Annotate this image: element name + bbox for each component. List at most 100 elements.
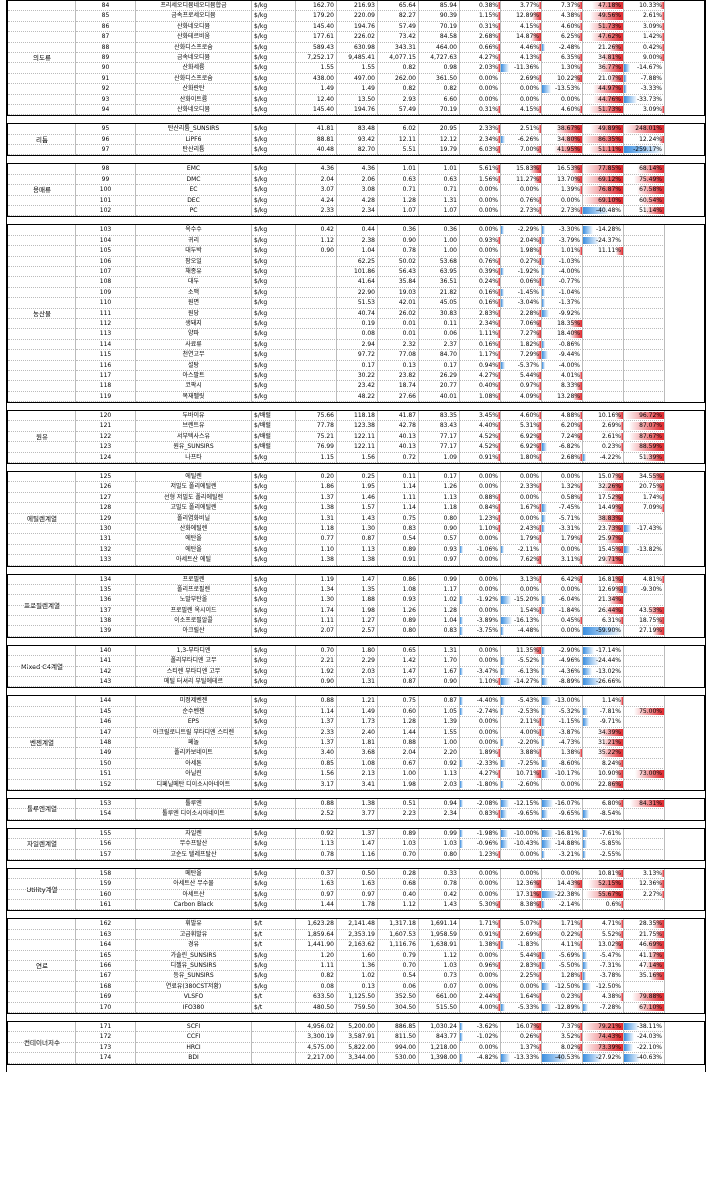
low-price: 42.78 — [378, 421, 419, 432]
change-1d: 1.23% — [460, 513, 501, 524]
change-3m: 47.62% — [583, 32, 624, 43]
low-price: 1.42 — [378, 656, 419, 667]
change-value: 96.72% — [639, 412, 662, 420]
table-row: 145 순수벤젠 $/kg 1.14 1.49 0.60 1.05 -2.74% -2.53% -… — [8, 706, 704, 718]
change-1y — [624, 298, 665, 309]
change-value: 44.97% — [598, 85, 621, 93]
change-value: 74.43% — [598, 1033, 621, 1041]
high-price: 1.13 — [337, 544, 378, 556]
change-value: -1.92% — [476, 596, 498, 604]
group-cell — [8, 73, 76, 85]
base-price: 20.95 — [419, 124, 460, 135]
change-3m: 10.81% — [583, 868, 624, 880]
change-value: 1.71% — [560, 920, 580, 928]
group-label: 용매류 — [8, 185, 76, 196]
change-value: 12.69% — [598, 585, 621, 593]
change-value: -3.30% — [558, 226, 580, 234]
change-bar — [537, 535, 541, 543]
change-3m: 0.6% — [583, 900, 624, 911]
change-1w: 4.15% — [501, 21, 542, 33]
base-price: 1.17 — [419, 584, 460, 596]
change-bar — [537, 749, 541, 757]
change-value: -2.08% — [476, 799, 498, 807]
change-1w: 2.33% — [501, 482, 542, 493]
change-value: -6.13% — [517, 667, 539, 675]
change-3m: 47.18% — [583, 1, 624, 12]
change-1w: 4.60% — [501, 411, 542, 422]
change-value: -40.53% — [554, 1054, 580, 1062]
row-number: 174 — [76, 1053, 136, 1064]
change-1y: -40.63% — [624, 1053, 665, 1064]
change-bar — [460, 759, 464, 768]
high-price: 0.13 — [337, 981, 378, 993]
table-row: 170 IFO380 $/t 480.50 759.50 304.50 515.50 4.00… — [8, 1002, 704, 1013]
change-value: 21.75% — [639, 930, 662, 938]
change-value: 0.58% — [560, 493, 580, 501]
change-bar — [619, 697, 623, 705]
change-1m: 4.11% — [542, 940, 583, 951]
base-price: 84.58 — [419, 32, 460, 43]
change-1y: 73.00% — [624, 769, 665, 780]
group-cell — [8, 574, 76, 585]
change-value: 0.00% — [478, 869, 498, 877]
item-name: 메틸 터셔리 부틸에테르 — [136, 677, 252, 688]
table-row: 166 디젤유_SUNSIRS $/kg 1.11 1.36 0.70 1.03 0.96% 2… — [8, 961, 704, 972]
change-value: 0.00% — [478, 575, 498, 583]
unit: $/kg — [252, 339, 296, 351]
group-cell — [8, 421, 76, 432]
change-value: 1.80% — [519, 453, 539, 461]
high-price: 0.08 — [337, 329, 378, 340]
base-price: 2.20 — [419, 748, 460, 759]
table-row: 94 산화네오디뮴 $/kg 145.40 194.76 57.49 70.19 0.31% 4… — [8, 104, 704, 116]
unit: $/kg — [252, 482, 296, 493]
change-bar — [630, 799, 664, 808]
change-1m: 0.45% — [542, 616, 583, 627]
unit: $/kg — [252, 717, 296, 728]
change-bar — [496, 930, 500, 939]
current-price — [296, 391, 337, 403]
change-bar — [577, 575, 582, 583]
change-bar — [501, 617, 512, 625]
change-bar — [542, 596, 547, 604]
change-bar — [624, 1022, 640, 1031]
table-row: 127 선형 저밀도 폴리에틸렌 $/kg 1.37 1.46 1.11 1.13 0.88%… — [8, 492, 704, 504]
row-number: 101 — [76, 195, 136, 207]
change-value: 84.31% — [639, 799, 662, 807]
change-bar — [542, 226, 546, 234]
item-name: 프로필렌 옥시이드 — [136, 605, 252, 617]
change-bar — [537, 207, 541, 215]
high-price: 2.34 — [337, 206, 378, 217]
change-3m: 10.90% — [583, 769, 624, 780]
change-value: -2.53% — [517, 707, 539, 715]
row-number: 99 — [76, 174, 136, 186]
change-bar — [578, 453, 582, 462]
change-bar — [542, 1054, 570, 1062]
base-price: 70.19 — [419, 104, 460, 116]
group-label: 리튬 — [8, 134, 76, 145]
change-value: 1.79% — [560, 535, 580, 543]
change-bar — [577, 1022, 582, 1031]
change-value: 1.67% — [519, 504, 539, 512]
change-1m: 0.00% — [542, 544, 583, 556]
change-bar — [556, 125, 582, 133]
item-name: 폴리염화비닐 — [136, 513, 252, 524]
change-3m — [583, 287, 624, 299]
change-value: -4.36% — [558, 667, 580, 675]
high-price: 0.25 — [337, 472, 378, 483]
change-1y: 46.69% — [624, 940, 665, 951]
change-bar — [533, 770, 541, 778]
base-price: 2.37 — [419, 339, 460, 351]
unit: $/kg — [252, 981, 296, 993]
group-cell — [8, 134, 76, 146]
item-name: 노말부탄올 — [136, 595, 252, 606]
row-number: 130 — [76, 523, 136, 535]
unit: $/kg — [252, 727, 296, 738]
unit: $/kg — [252, 73, 296, 85]
change-bar — [501, 288, 505, 297]
unit: $/kg — [252, 195, 296, 207]
change-1w: 1.79% — [501, 534, 542, 545]
change-bar — [496, 22, 500, 31]
change-value: 0.00% — [478, 718, 498, 726]
item-name: 스티렌 부타디엔 고무 — [136, 666, 252, 678]
change-1w: -4.48% — [501, 626, 542, 637]
